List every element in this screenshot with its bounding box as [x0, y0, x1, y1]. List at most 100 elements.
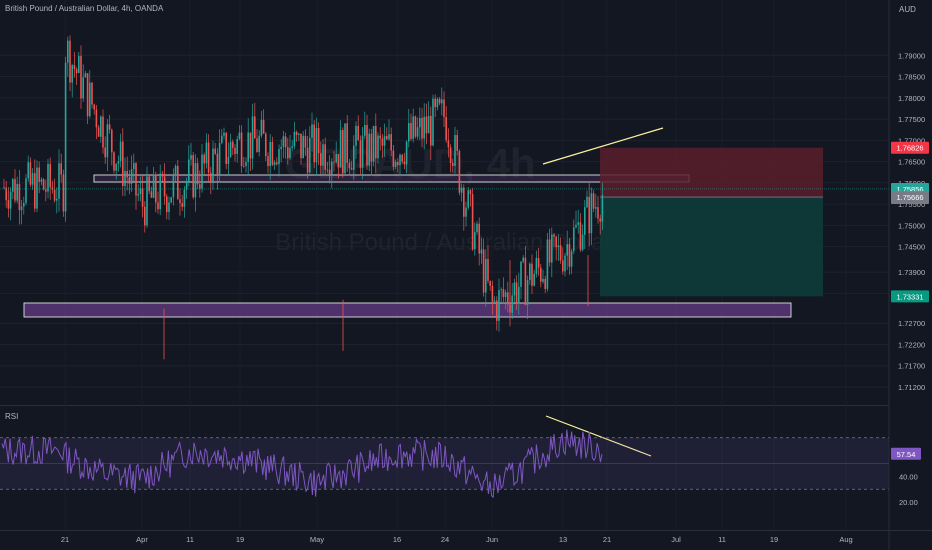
candle-body — [53, 189, 56, 201]
candle-body — [262, 119, 265, 134]
candle-body — [366, 124, 368, 166]
candle-body — [20, 206, 23, 211]
symbol-title: British Pound / Australian Dollar, 4h, O… — [5, 4, 164, 13]
candle-body — [557, 245, 560, 248]
price-tick-label: 1.71200 — [898, 383, 925, 392]
candle-body — [49, 163, 51, 188]
candle-body — [135, 163, 137, 196]
candle-body — [456, 135, 458, 152]
candle-body — [78, 55, 80, 74]
candle-body — [544, 278, 546, 289]
candle-body — [410, 123, 412, 139]
candle-body — [478, 223, 480, 254]
candle-body — [465, 207, 467, 217]
candle-body — [390, 134, 392, 151]
drawings[interactable] — [0, 127, 889, 457]
candle-body — [45, 189, 47, 192]
candle-body — [16, 184, 18, 201]
candle-body — [487, 258, 489, 281]
candle-body — [529, 263, 531, 280]
candle-body — [122, 141, 124, 186]
candle-body — [546, 239, 549, 289]
candle-body — [5, 187, 7, 201]
candle-body — [170, 197, 172, 203]
candle-body — [58, 163, 60, 199]
candle-body — [381, 138, 384, 146]
candle-body — [372, 125, 375, 162]
candle-body — [287, 147, 289, 159]
candle-body — [196, 163, 199, 185]
candle-body — [247, 132, 249, 163]
candle-body — [480, 249, 483, 254]
candle-body — [524, 257, 527, 305]
candle-body — [234, 147, 236, 154]
rsi-value-label: 57.54 — [897, 450, 916, 459]
candle-body — [339, 130, 342, 168]
candle-body — [254, 116, 256, 139]
entry-price-label-bg — [891, 191, 929, 204]
price-tick-label: 1.72200 — [898, 340, 925, 349]
candle-body — [463, 187, 465, 217]
candle-body — [267, 156, 269, 167]
candle-body — [256, 138, 258, 152]
position-tool[interactable] — [600, 147, 823, 297]
candle-body — [364, 124, 366, 136]
price-axis[interactable]: 1.79000 1.78500 1.78000 1.77500 1.77000 1.765… — [888, 0, 932, 550]
time-tick-label: 16 — [393, 535, 401, 544]
candle-body — [137, 193, 139, 196]
time-tick-label: 19 — [236, 535, 244, 544]
candle-body — [496, 300, 498, 321]
time-tick-label: 11 — [718, 535, 726, 544]
time-tick-label: Jul — [671, 535, 681, 544]
candle-body — [348, 162, 351, 169]
candle-body — [251, 116, 254, 159]
candle-body — [181, 202, 183, 207]
candle-body — [128, 177, 131, 184]
price-tick-label: 1.74500 — [898, 243, 925, 252]
candle-body — [185, 180, 188, 190]
candle-body — [23, 202, 25, 207]
candle-body — [258, 135, 260, 152]
candle-body — [551, 234, 553, 263]
candle-body — [467, 190, 469, 208]
time-axis[interactable]: 21 Apr 11 19 May 16 24 Jun 13 21 Jul 11 19 Aug — [0, 530, 932, 545]
rsi-line — [1, 429, 603, 498]
candle-body — [161, 173, 164, 177]
candle-body — [183, 189, 186, 207]
candle-body — [386, 136, 388, 140]
candle-body — [84, 73, 87, 78]
candle-body — [38, 167, 40, 182]
candle-body — [236, 138, 238, 154]
rsi-trendline — [545, 415, 652, 457]
candle-body — [430, 115, 432, 146]
price-tick-label: 1.73900 — [898, 268, 925, 277]
candle-body — [331, 161, 333, 175]
candle-body — [447, 140, 450, 148]
candle-body — [537, 258, 540, 268]
time-tick-label: 13 — [559, 535, 567, 544]
candle-body — [432, 98, 434, 146]
time-tick-label: 11 — [186, 535, 194, 544]
candle-body — [408, 123, 410, 142]
candle-body — [353, 145, 355, 170]
candle-body — [306, 147, 309, 173]
candle-body — [392, 150, 395, 167]
candle-body — [273, 162, 276, 165]
candle-body — [205, 142, 208, 164]
rsi-pane[interactable] — [0, 429, 889, 498]
watermark-ticker: GBPAUD, 4h — [284, 140, 535, 187]
candle-body — [460, 187, 463, 193]
time-tick-label: Jun — [486, 535, 498, 544]
candle-body — [540, 267, 542, 282]
candle-body — [346, 123, 348, 163]
candle-body — [581, 234, 584, 250]
candle-body — [36, 167, 38, 209]
target-price-label-bg — [891, 290, 929, 303]
candle-body — [564, 255, 566, 272]
candle-body — [238, 132, 241, 139]
candle-body — [25, 178, 27, 203]
candle-body — [71, 65, 73, 83]
candle-body — [570, 251, 573, 267]
candle-body — [548, 239, 551, 263]
